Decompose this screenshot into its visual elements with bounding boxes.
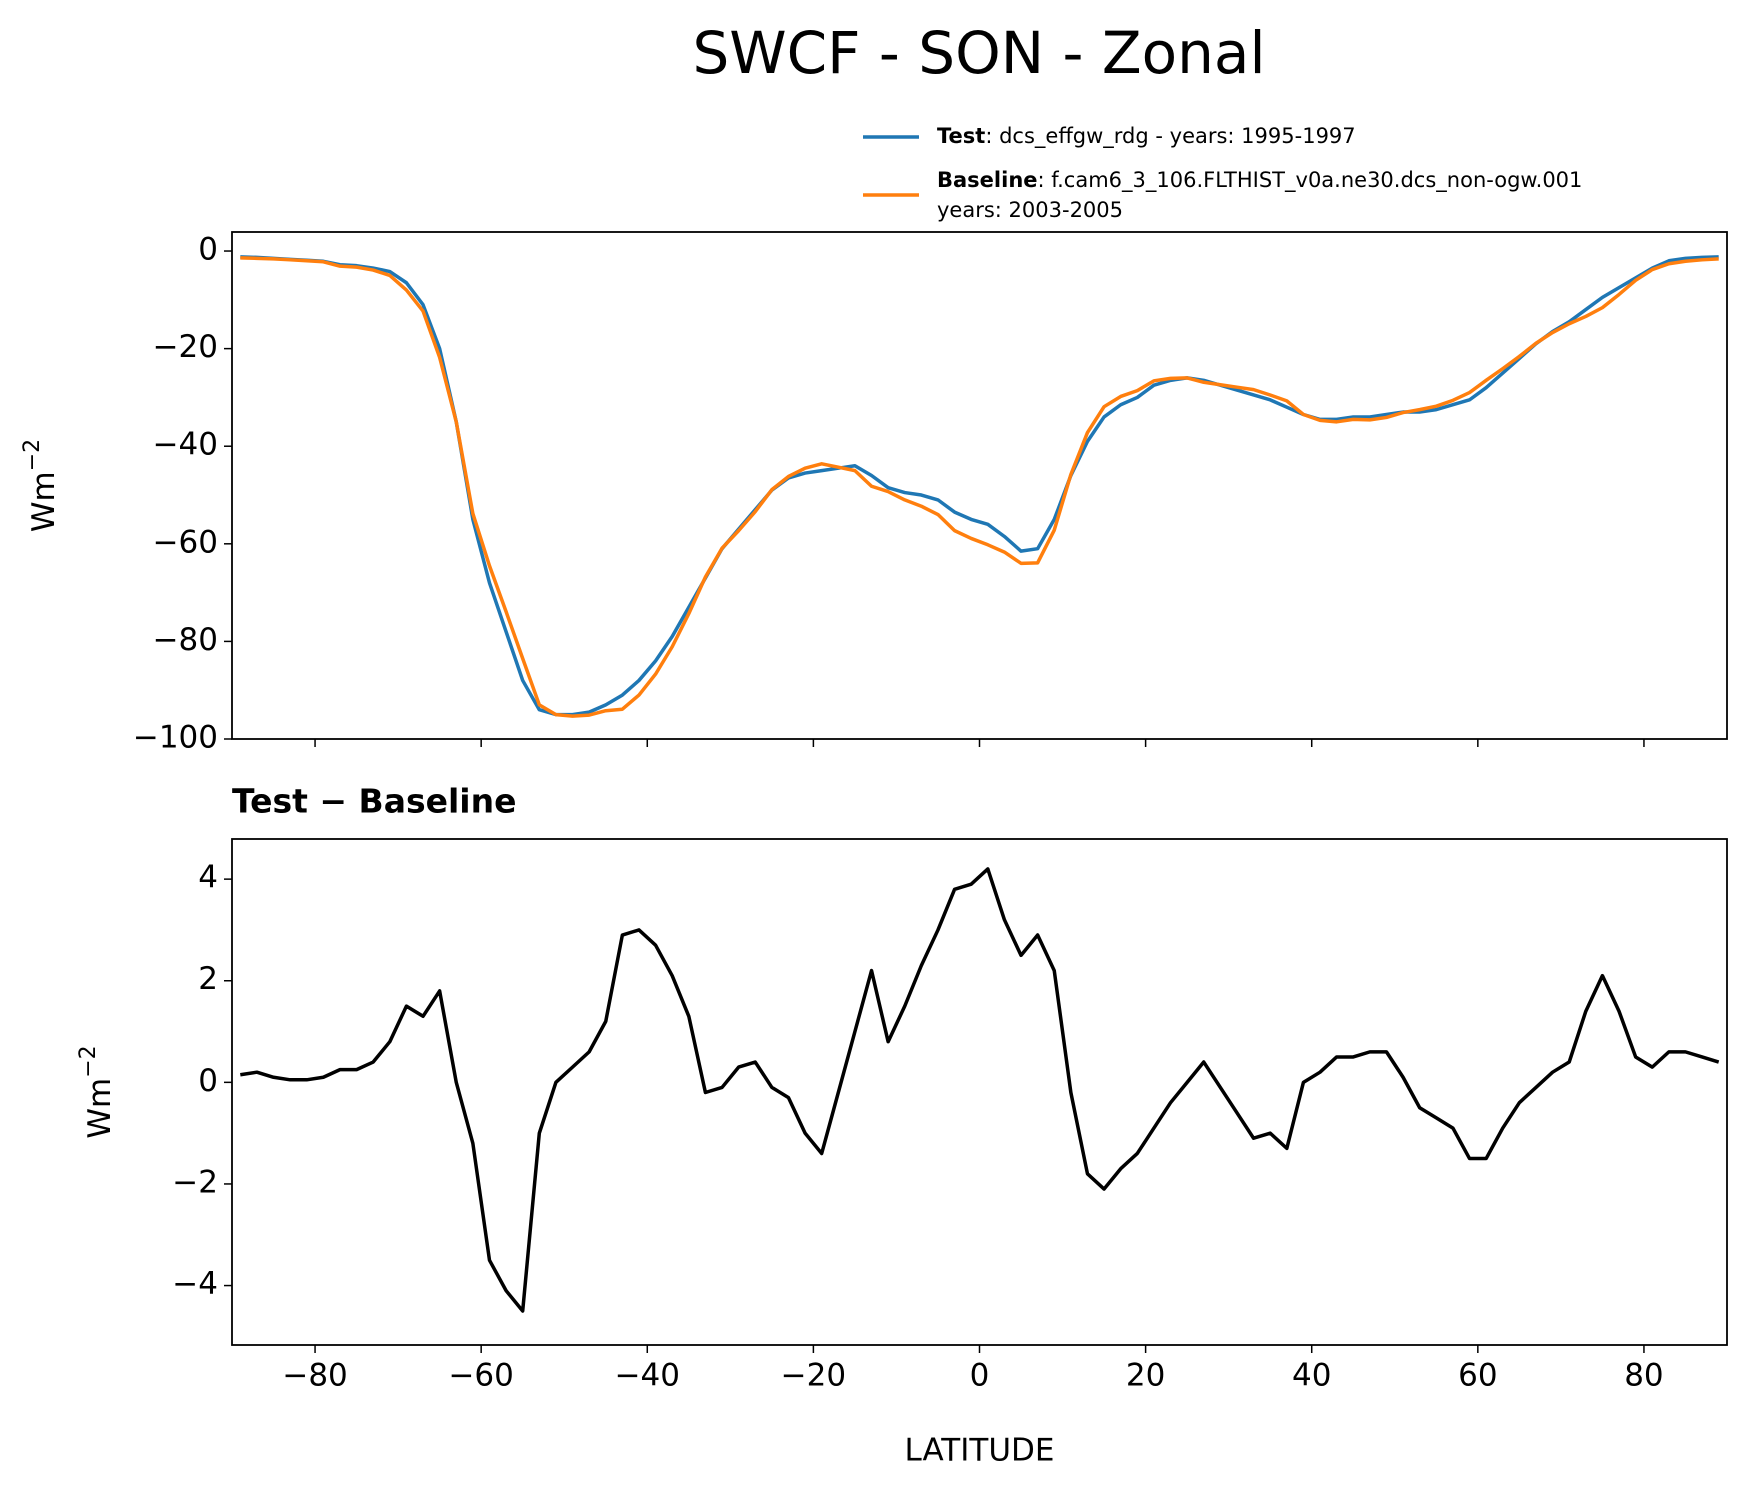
y-tick-label: −4 bbox=[172, 1266, 218, 1302]
legend-description: : dcs_effgw_rdg - years: 1995-1997 bbox=[985, 124, 1355, 149]
plot-area bbox=[240, 255, 1719, 718]
x-tick-label: −40 bbox=[615, 1358, 680, 1394]
subplot-title: Test − Baseline bbox=[232, 782, 517, 821]
x-tick-label: 0 bbox=[970, 1358, 990, 1394]
y-tick-label: 0 bbox=[198, 232, 218, 268]
x-tick-label: 40 bbox=[1292, 1358, 1331, 1394]
legend-description: : f.cam6_3_106.FLTHIST_v0a.ne30.dcs_non-… bbox=[1038, 168, 1583, 193]
y-tick-label: −80 bbox=[153, 622, 218, 658]
x-tick-label: 60 bbox=[1458, 1358, 1497, 1394]
y-tick-label: 2 bbox=[198, 961, 218, 997]
x-tick-label: 80 bbox=[1624, 1358, 1663, 1394]
x-tick-label: −60 bbox=[448, 1358, 513, 1394]
axes-frame bbox=[231, 838, 1728, 1346]
y-axis-label: Wm−2 bbox=[20, 439, 62, 532]
legend-name: Baseline bbox=[937, 168, 1038, 192]
y-tick-label: −60 bbox=[153, 524, 218, 560]
data-line bbox=[240, 256, 1719, 718]
data-line bbox=[240, 867, 1720, 1313]
legend-description-line: years: 2003-2005 bbox=[937, 198, 1123, 222]
x-tick-label: −20 bbox=[781, 1358, 846, 1394]
y-label-base: Wm bbox=[82, 1078, 118, 1139]
y-tick-label: −40 bbox=[153, 427, 218, 463]
y-label-exponent: −2 bbox=[76, 1045, 101, 1077]
y-tick-label: −20 bbox=[153, 329, 218, 365]
y-axis-label: Wm−2 bbox=[76, 1045, 118, 1138]
x-tick-label: −80 bbox=[282, 1358, 347, 1394]
y-tick-label: 0 bbox=[198, 1063, 218, 1099]
y-tick-label: 4 bbox=[198, 860, 218, 896]
x-tick-label: 20 bbox=[1126, 1358, 1165, 1394]
y-tick-label: −100 bbox=[133, 720, 218, 756]
plot-area bbox=[240, 867, 1720, 1313]
y-label-base: Wm bbox=[26, 471, 62, 532]
y-label-exponent: −2 bbox=[20, 439, 45, 471]
y-tick-label: −2 bbox=[172, 1164, 218, 1200]
axes-frame bbox=[231, 231, 1728, 740]
legend-label: Baseline: f.cam6_3_106.FLTHIST_v0a.ne30.… bbox=[937, 168, 1582, 193]
legend-label: Test: dcs_effgw_rdg - years: 1995-1997 bbox=[937, 124, 1356, 149]
figure-title: SWCF - SON - Zonal bbox=[692, 19, 1265, 87]
legend-name: Test bbox=[937, 124, 985, 148]
data-line bbox=[240, 255, 1719, 717]
x-axis-label: LATITUDE bbox=[905, 1433, 1055, 1469]
